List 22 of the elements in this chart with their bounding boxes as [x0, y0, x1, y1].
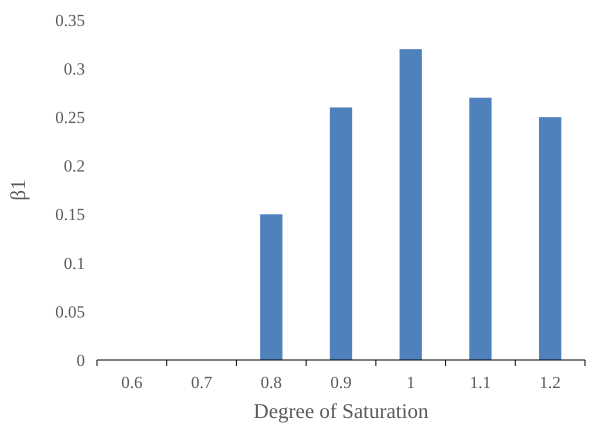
x-tick-label: 0.8 [260, 373, 282, 392]
y-tick-label: 0 [76, 350, 85, 370]
bar [330, 107, 352, 360]
y-tick-label: 0.25 [55, 108, 85, 128]
y-axis-title: β1 [6, 179, 30, 201]
x-tick-label: 0.6 [121, 373, 142, 392]
y-tick-label: 0.35 [55, 10, 85, 30]
x-tick-label: 0.9 [330, 373, 352, 392]
x-tick-label: 1.2 [540, 373, 561, 392]
bar [469, 98, 492, 360]
y-tick-label: 0.15 [55, 205, 85, 224]
x-tick-label: 0.7 [190, 373, 213, 392]
x-tick-label: 1 [406, 373, 415, 392]
y-tick-label: 0.05 [55, 302, 85, 322]
bar [400, 49, 422, 360]
y-tick-label: 0.1 [64, 254, 85, 273]
bar [260, 214, 282, 360]
y-tick-label: 0.2 [64, 156, 85, 176]
x-tick-label: 1.1 [470, 373, 492, 392]
bar [538, 117, 562, 360]
y-tick-label: 0.3 [64, 60, 85, 79]
x-axis-title: Degree of Saturation [254, 399, 429, 423]
